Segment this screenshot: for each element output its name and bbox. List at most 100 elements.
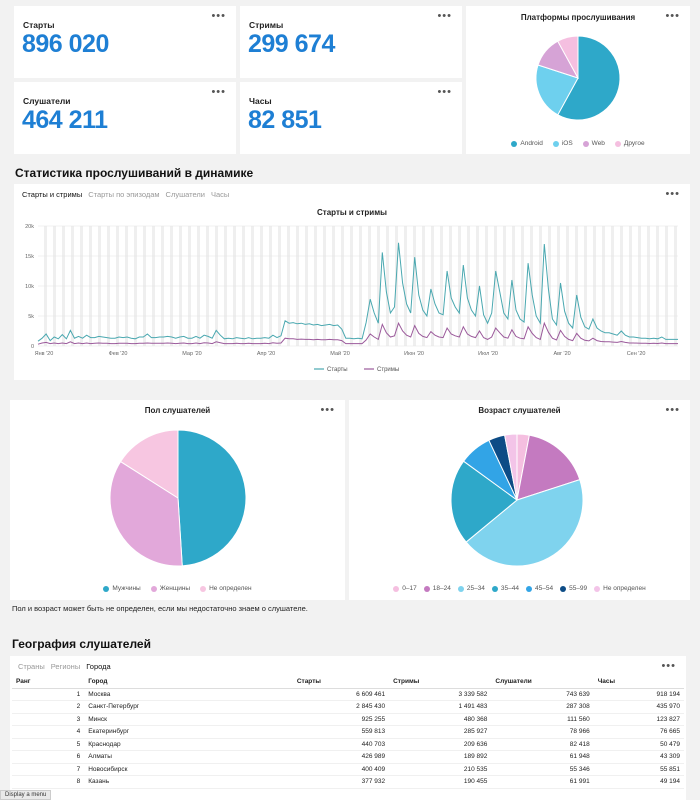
legend-swatch	[103, 585, 110, 592]
pie-slice[interactable]	[516, 434, 581, 501]
legend-item[interactable]: Другое	[614, 140, 645, 147]
table-row[interactable]: 7 Новосибирск 400 409 210 535 55 346 55 851	[12, 763, 684, 776]
pie-slice[interactable]	[504, 433, 518, 501]
chart-title: Платформы прослушивания	[520, 13, 636, 22]
table-cell: 78 966	[491, 725, 594, 739]
table-cell: 7	[12, 763, 85, 776]
pie-slice[interactable]	[450, 460, 518, 543]
pie-slice[interactable]	[119, 429, 179, 499]
column-header[interactable]: Часы	[593, 676, 684, 689]
table-cell: 8	[12, 775, 85, 789]
menu-dots-icon[interactable]: •••	[665, 188, 680, 200]
menu-dots-icon[interactable]: •••	[665, 404, 680, 416]
metric-label: Старты	[23, 20, 55, 30]
menu-dots-icon[interactable]: •••	[661, 660, 676, 672]
menu-dots-icon[interactable]: •••	[437, 86, 452, 98]
table-cell: 50 479	[593, 738, 684, 751]
menu-dots-icon[interactable]: •••	[211, 10, 226, 22]
metric-value: 896 020	[22, 30, 109, 58]
tab-item[interactable]: Старты и стримы	[22, 190, 83, 199]
tab-item[interactable]: Старты по эпизодам	[88, 190, 160, 199]
pie-slice[interactable]	[557, 35, 579, 79]
legend-label[interactable]: Старты	[327, 367, 348, 373]
legend-item[interactable]: Мужчины	[103, 585, 141, 592]
y-tick-label: 20k	[25, 224, 34, 230]
tab-item[interactable]: Регионы	[50, 662, 81, 671]
age-legend: 0–17 18–24 25–34 35–44 45–54 55–99 Не определе…	[349, 585, 690, 592]
x-tick-label: Сен '20	[627, 351, 646, 357]
table-row[interactable]: 2 Санкт-Петербург 2 845 430 1 491 483 287 30…	[12, 700, 684, 714]
legend-swatch	[511, 140, 518, 147]
pie-slice[interactable]	[557, 35, 621, 121]
table-cell: 918 194	[593, 688, 684, 701]
chart-title: Старты и стримы	[317, 208, 387, 217]
legend-swatch	[491, 585, 498, 592]
legend-item[interactable]: 45–54	[526, 585, 553, 592]
legend-label: 0–17	[402, 585, 417, 592]
column-header[interactable]: Город	[84, 676, 293, 689]
pie-slice[interactable]	[535, 64, 579, 116]
geo-table-wrapper: Ранг Город Старты Стримы Слушатели Часы 1 Моск…	[12, 676, 684, 789]
table-cell: 3	[12, 713, 85, 726]
legend-item[interactable]: 18–24	[423, 585, 451, 592]
table-cell: 61 948	[491, 750, 594, 764]
table-cell: 559 813	[292, 725, 390, 739]
legend-item[interactable]: 55–99	[560, 585, 587, 592]
legend-item[interactable]: Не определен	[200, 585, 252, 592]
legend-item[interactable]: Не определен	[594, 585, 646, 592]
legend-item[interactable]: 35–44	[491, 585, 519, 592]
column-header[interactable]: Старты	[292, 676, 390, 689]
platforms-legend: Android iOS Web Другое	[466, 140, 690, 147]
dynamics-tabs: Старты и стримы Старты по эпизодам Слушате…	[22, 190, 229, 199]
table-row[interactable]: 8 Казань 377 932 190 455 61 991 49 194	[12, 775, 684, 789]
column-header[interactable]: Стримы	[389, 676, 492, 689]
table-row[interactable]: 1 Москва 6 609 461 3 339 582 743 639 918 194	[12, 688, 684, 701]
table-cell: 6	[12, 750, 85, 764]
table-cell: 76 665	[593, 725, 684, 739]
column-header[interactable]: Ранг	[12, 676, 85, 689]
legend-swatch	[526, 585, 532, 592]
legend-swatch	[582, 140, 589, 147]
legend-item[interactable]: iOS	[552, 140, 573, 147]
pie-slice[interactable]	[177, 429, 247, 567]
table-cell: 400 409	[292, 763, 390, 776]
legend-item[interactable]: Женщины	[150, 585, 191, 592]
legend-label: Женщины	[159, 585, 191, 592]
table-cell: 285 927	[389, 725, 492, 739]
legend-item[interactable]: Android	[511, 140, 543, 147]
geo-tabs: Страны Регионы Города	[18, 662, 111, 671]
age-card: Возраст слушателей ••• 0–17 18–24 25–34 35–…	[349, 400, 690, 600]
legend-item[interactable]: 25–34	[457, 585, 485, 592]
y-tick-label: 15k	[25, 254, 34, 260]
metric-value: 82 851	[248, 106, 322, 134]
x-tick-label: Май '20	[330, 350, 349, 357]
legend-item[interactable]: 0–17	[393, 585, 417, 592]
table-cell: 49 194	[593, 775, 684, 789]
table-cell: 440 703	[292, 738, 390, 751]
metric-label: Часы	[249, 96, 272, 106]
menu-dots-icon[interactable]: •••	[437, 10, 452, 22]
dynamics-card: Старты и стримы Старты по эпизодам Слушате…	[14, 184, 690, 380]
pie-slice[interactable]	[465, 478, 584, 567]
tab-item[interactable]: Страны	[18, 662, 45, 671]
table-row[interactable]: 4 Екатеринбург 559 813 285 927 78 966 76 665	[12, 725, 684, 739]
table-row[interactable]: 6 Алматы 426 989 189 892 61 948 43 309	[12, 750, 684, 764]
menu-dots-icon[interactable]: •••	[665, 10, 680, 22]
column-header[interactable]: Слушатели	[491, 676, 594, 689]
table-cell: 1 491 483	[389, 700, 492, 714]
legend-swatch	[393, 585, 400, 592]
tab-item[interactable]: Часы	[210, 190, 230, 199]
table-cell: 435 970	[593, 700, 684, 714]
y-tick-label: 10k	[25, 284, 34, 290]
menu-dots-icon[interactable]: •••	[320, 404, 335, 416]
table-row[interactable]: 5 Краснодар 440 703 209 636 82 418 50 479	[12, 738, 684, 751]
legend-item[interactable]: Web	[582, 140, 605, 147]
pie-slice[interactable]	[109, 460, 183, 567]
table-cell: 190 455	[389, 775, 492, 789]
table-row[interactable]: 3 Минск 925 255 480 368 111 560 123 827	[12, 713, 684, 726]
menu-dots-icon[interactable]: •••	[211, 86, 226, 98]
metric-label: Слушатели	[23, 96, 71, 106]
tab-item[interactable]: Слушатели	[165, 190, 205, 199]
tab-item[interactable]: Города	[86, 662, 111, 671]
legend-label[interactable]: Стримы	[377, 367, 399, 373]
